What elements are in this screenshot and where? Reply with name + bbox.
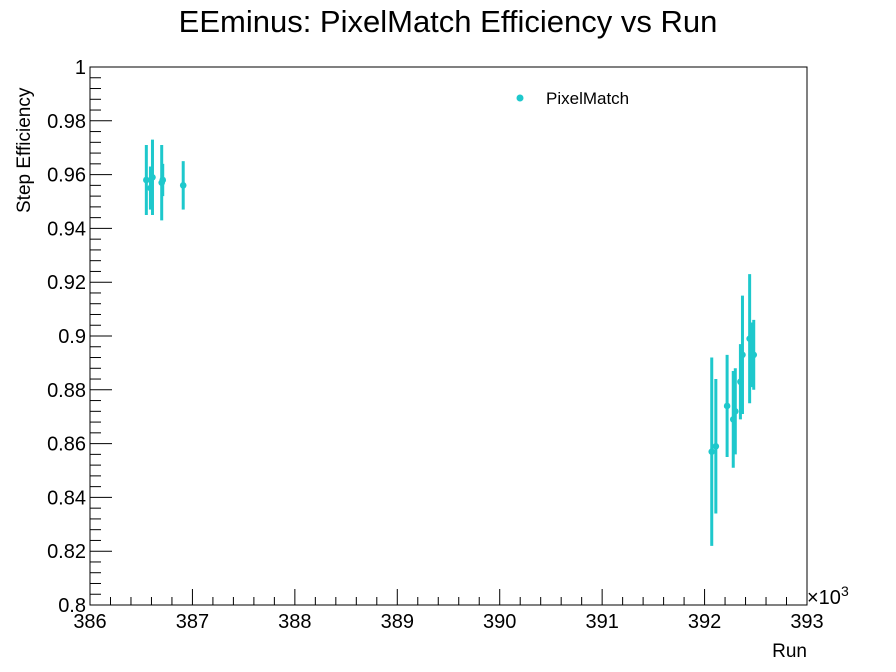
x-tick-label: 389 xyxy=(381,611,414,633)
data-point xyxy=(179,182,187,189)
legend: PixelMatch xyxy=(516,89,629,108)
y-tick-label: 0.96 xyxy=(47,165,86,187)
data-point xyxy=(732,408,739,415)
x-tick-label: 391 xyxy=(585,611,618,633)
y-tick-label: 1 xyxy=(75,57,86,79)
y-tick-label: 0.82 xyxy=(47,541,86,563)
data-point xyxy=(712,442,720,450)
x-axis-multiplier-exponent: 3 xyxy=(841,583,849,599)
data-point xyxy=(723,402,731,410)
y-tick-label: 0.9 xyxy=(58,326,86,348)
axes: 386 387 388 389 390 391 392 393 0.8 0.82 0.84 0.86 0… xyxy=(47,57,824,633)
y-tick-label: 0.92 xyxy=(47,272,86,294)
x-axis-multiplier-base: ×10 xyxy=(807,587,841,609)
data-point xyxy=(708,448,716,455)
legend-label: PixelMatch xyxy=(546,89,629,108)
y-tick-label: 0.84 xyxy=(47,487,86,509)
x-tick-label: 387 xyxy=(176,611,209,633)
data-point xyxy=(149,173,156,181)
y-tick-label: 0.86 xyxy=(47,434,86,456)
x-axis-multiplier: ×103 xyxy=(807,583,849,609)
data-point xyxy=(143,176,150,184)
legend-marker xyxy=(516,94,524,102)
x-tick-label: 392 xyxy=(688,611,721,633)
data-points xyxy=(143,139,758,546)
x-tick-label: 390 xyxy=(483,611,516,633)
x-tick-label: 388 xyxy=(278,611,311,633)
chart-title: EEminus: PixelMatch Efficiency vs Run xyxy=(179,4,718,39)
y-tick-label: 0.8 xyxy=(58,595,86,617)
y-tick-label: 0.94 xyxy=(47,218,86,240)
data-point xyxy=(750,351,758,359)
plot-frame xyxy=(89,66,808,606)
y-tick-label: 0.98 xyxy=(47,111,86,133)
data-point xyxy=(739,351,746,359)
x-tick-label: 386 xyxy=(73,611,106,633)
y-tick-label: 0.88 xyxy=(47,380,86,402)
x-axis-label: Run xyxy=(772,641,807,662)
data-point xyxy=(159,176,167,184)
y-axis-label: Step Efficiency xyxy=(14,87,35,213)
x-tick-label: 393 xyxy=(790,611,823,633)
